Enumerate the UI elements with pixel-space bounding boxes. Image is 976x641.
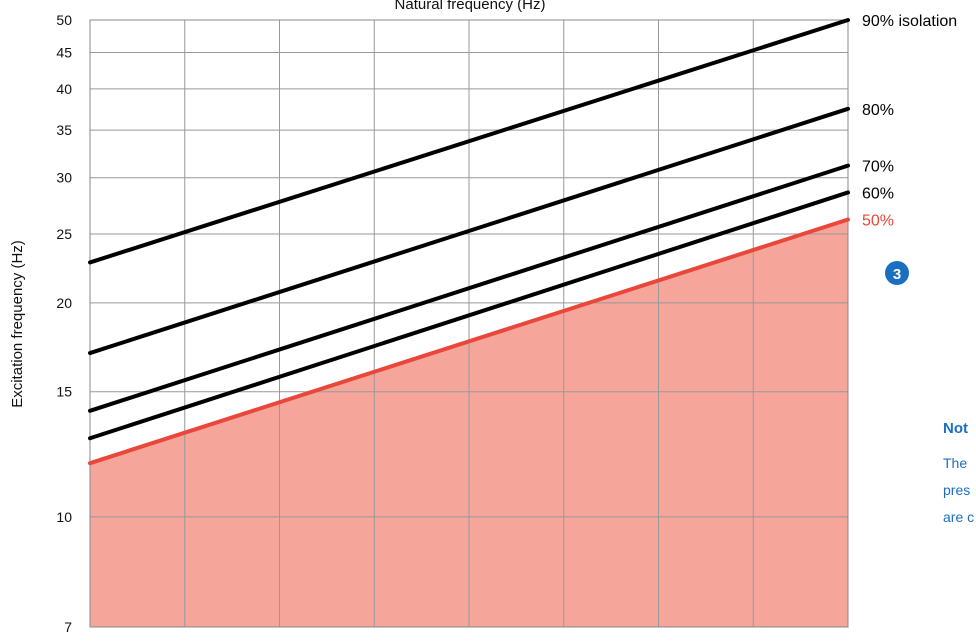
series-line-1 [88,106,850,356]
line-layer [88,18,850,466]
y-tick-label: 35 [56,122,72,138]
y-tick-label: 7 [64,619,72,635]
y-axis-label: Excitation frequency (Hz) [9,240,26,408]
y-tick-label: 45 [56,45,72,61]
y-tick-label: 30 [56,170,72,186]
chart-title: Natural frequency (Hz) [395,0,546,13]
series-label-3: 60% [862,185,894,202]
badge-circle [885,261,909,285]
plot-frame [89,19,849,628]
label-layer: 90% isolation 80% 70% 60% 50% [862,13,957,230]
y-tick-label: 40 [56,81,72,97]
series-label-0: 90% isolation [862,13,957,30]
tick-layer: 7 10 15 20 25 30 35 40 45 50 [56,12,72,635]
y-tick-label: 20 [56,295,72,311]
y-tick-label: 10 [56,509,72,525]
series-label-4: 50% [862,213,894,230]
note-line-1: The [943,455,968,471]
note-line-2: pres [943,482,971,498]
annotation-badge: 3 [885,261,909,285]
y-tick-label: 25 [56,226,72,242]
series-label-2: 70% [862,159,894,176]
series-line-2 [88,163,850,413]
y-tick-label: 15 [56,384,72,400]
series-label-1: 80% [862,102,894,119]
note-title: Not [943,420,968,437]
series-line-0 [88,18,850,265]
y-tick-label: 50 [56,12,72,28]
series-line-4 [88,217,850,466]
note-line-3: are c [943,509,975,525]
series-line-3 [88,190,850,441]
badge-number: 3 [893,266,901,283]
